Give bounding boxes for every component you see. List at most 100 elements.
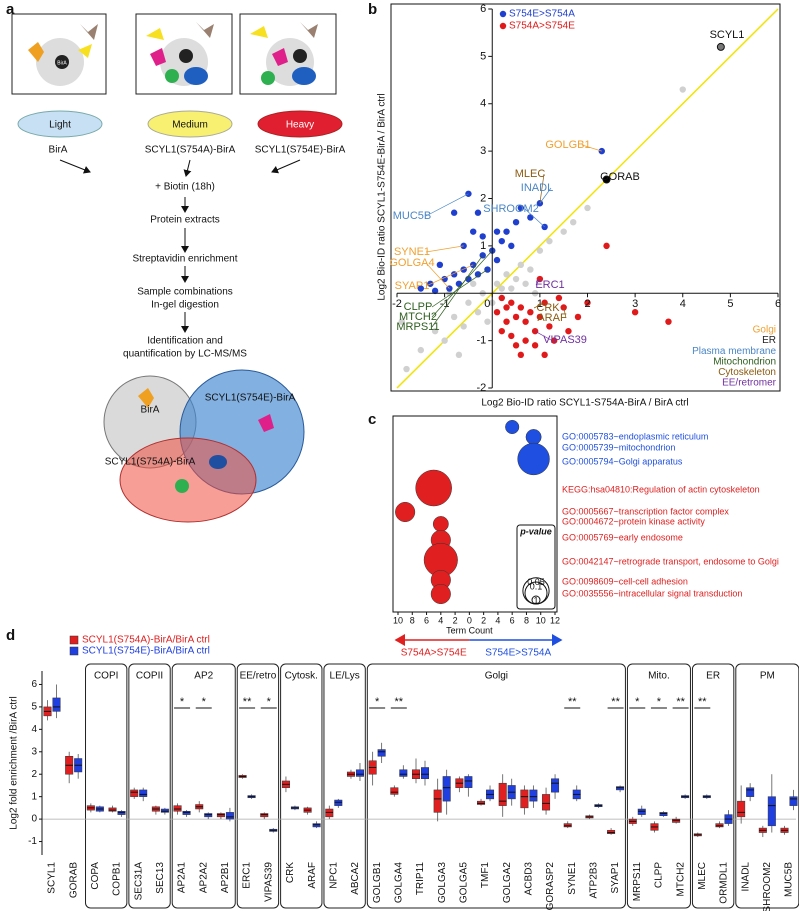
x-tick-label: GOLGA2 <box>502 862 513 904</box>
step: quantification by LC-MS/MS <box>123 349 247 360</box>
bubble <box>430 583 451 605</box>
point <box>498 294 505 302</box>
box <box>529 789 538 802</box>
x-tick-label: 2 <box>453 615 458 625</box>
y-tick-label: 6 <box>31 679 37 690</box>
point <box>522 280 529 287</box>
leader-line <box>431 250 493 318</box>
group-label: AP2 <box>194 671 213 682</box>
group-box <box>171 663 236 909</box>
category-legend: Mitochondrion <box>713 356 776 367</box>
significance: ** <box>676 696 685 708</box>
leader-line <box>563 307 567 319</box>
group-box <box>236 663 280 909</box>
step: In-gel digestion <box>151 300 219 311</box>
y-tick-label: -1 <box>28 836 37 847</box>
point <box>517 304 525 311</box>
x-tick-label: SYAP1 <box>610 862 621 894</box>
x-tick-label: 0 <box>484 298 490 310</box>
box <box>442 776 451 802</box>
label-name: Medium <box>172 120 208 131</box>
x-tick-label: SEC31A <box>133 862 144 901</box>
significance: ** <box>611 696 620 708</box>
annotated-point <box>602 175 611 184</box>
box <box>767 796 776 827</box>
point <box>493 280 501 287</box>
box <box>312 823 321 828</box>
term-label: GO:0005783~endoplasmic reticulum <box>562 431 708 441</box>
group-label: ER <box>706 671 720 682</box>
step: Streptavidin enrichment <box>132 254 237 265</box>
x-tick-label: COPB1 <box>112 862 123 896</box>
point <box>536 275 544 283</box>
x-tick-label: VIPAS39 <box>263 862 274 902</box>
bubble <box>505 419 520 435</box>
point <box>536 313 544 321</box>
annotation: GOLGA4 <box>389 257 434 269</box>
box <box>477 800 486 805</box>
y-tick-label: 4 <box>480 98 486 110</box>
leader-line <box>425 245 464 253</box>
point <box>465 299 472 306</box>
leader-line <box>539 173 545 204</box>
point <box>503 318 510 325</box>
point <box>493 309 501 316</box>
point <box>512 342 520 349</box>
x-tick-label: MTCH2 <box>675 862 686 897</box>
box <box>377 749 386 757</box>
point <box>574 313 582 321</box>
leader-line <box>425 193 469 217</box>
annotation: INADL <box>521 182 553 194</box>
point <box>512 313 520 321</box>
box <box>607 830 616 834</box>
venn-label: BirA <box>141 405 160 416</box>
bubble <box>517 442 550 476</box>
box <box>399 769 408 777</box>
box <box>325 808 334 818</box>
point <box>436 261 444 269</box>
significance: * <box>202 696 207 708</box>
legend-swatch <box>499 22 507 30</box>
x-tick-label: 6 <box>775 298 781 310</box>
x-tick-label: MLEC <box>697 862 708 890</box>
x-tick-label: 0 <box>467 615 472 625</box>
point <box>508 299 515 306</box>
box <box>334 799 343 806</box>
x-tick-label: MRPS11 <box>632 862 643 902</box>
point <box>417 285 425 292</box>
annotation: ERC1 <box>535 279 564 291</box>
box <box>542 794 551 811</box>
point <box>503 271 510 278</box>
x-axis-label: Log2 Bio-ID ratio SCYL1-S754A-BirA / Bir… <box>481 398 688 409</box>
x-tick-label: MUC5B <box>784 862 795 897</box>
point <box>503 228 510 235</box>
point <box>555 294 563 302</box>
point <box>522 337 529 344</box>
box <box>182 810 191 815</box>
box <box>130 789 139 797</box>
term-label: KEGG:hsa04810:Regulation of actin cytosk… <box>562 484 760 494</box>
annotation: GORAB <box>600 171 640 183</box>
point <box>503 304 510 311</box>
bubble <box>415 469 452 507</box>
box <box>498 782 507 806</box>
group-box <box>280 663 323 909</box>
y-tick-label: -1 <box>476 335 486 347</box>
annotation: MLEC <box>515 168 546 180</box>
direction-label: S754A>S754E <box>401 648 467 659</box>
category-legend: Plasma membrane <box>692 346 776 357</box>
point <box>541 299 548 306</box>
point <box>679 86 686 93</box>
bait: BirA <box>49 145 68 156</box>
y-tick-label: 5 <box>31 702 37 713</box>
x-tick-label: ORMDL1 <box>719 862 730 904</box>
box <box>355 769 364 777</box>
step: + Biotin (18h) <box>155 182 215 193</box>
box <box>390 787 399 795</box>
point <box>455 351 463 359</box>
point <box>565 327 572 335</box>
x-tick-label: COPA <box>90 862 101 890</box>
box <box>173 805 182 812</box>
significance: ** <box>395 696 404 708</box>
term-label: GO:0005794~Golgi apparatus <box>562 456 683 466</box>
